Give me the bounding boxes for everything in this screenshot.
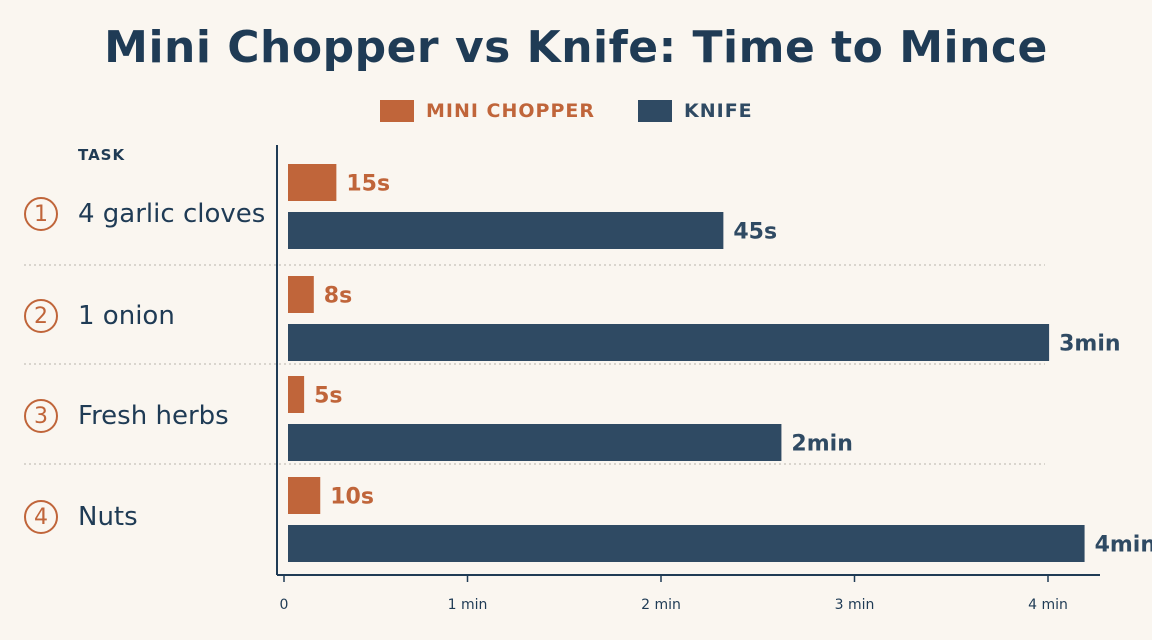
bar-mini-chopper [288,276,314,313]
data-label: 45s [733,220,777,245]
task-label: Nuts [78,502,138,532]
data-label: 5s [314,384,342,409]
task-number-badge: 2 [24,299,58,333]
chart-title: Mini Chopper vs Knife: Time to Mince [104,22,1048,73]
task-row-2: 2 1 onion [24,286,175,346]
axes: 0 1 min 2 min 3 min 4 min [276,145,1100,613]
legend: MINI CHOPPER KNIFE [0,100,1152,130]
task-row-4: 4 Nuts [24,487,138,547]
data-label: 3min [1059,332,1120,357]
x-tick-label: 0 [280,597,289,613]
task-number-badge: 1 [24,197,58,231]
data-label: 15s [346,172,390,197]
task-label: Fresh herbs [78,401,229,431]
data-label: 4min [1095,533,1152,558]
task-label: 1 onion [78,301,175,331]
legend-label-knife: KNIFE [684,100,753,122]
bar-mini-chopper [288,376,305,413]
bar-knife [288,525,1085,562]
task-row-1: 1 4 garlic cloves [24,184,265,244]
task-number-badge: 4 [24,500,58,534]
task-row-3: 3 Fresh herbs [24,386,229,446]
legend-item-mini-chopper: MINI CHOPPER [380,100,595,122]
bar-layer: 15s 45s 8s 3min 5s 2min 10s 4min [288,164,1152,562]
bar-mini-chopper [288,164,337,201]
x-tick-label: 4 min [1028,597,1068,613]
legend-item-knife: KNIFE [638,100,753,122]
x-tick-label: 3 min [835,597,875,613]
task-label: 4 garlic cloves [78,199,266,229]
legend-label-mini-chopper: MINI CHOPPER [426,100,596,122]
bar-mini-chopper [288,477,321,514]
data-label: 2min [791,432,852,457]
bar-knife [288,424,782,461]
task-number-badge: 3 [24,399,58,433]
data-label: 10s [330,485,374,510]
data-label: 8s [324,284,352,309]
legend-swatch-mini-chopper [380,100,414,122]
x-tick-label: 1 min [448,597,488,613]
bar-knife [288,324,1050,361]
bar-knife [288,212,724,249]
row-separators [24,264,1045,465]
x-tick-label: 2 min [641,597,681,613]
legend-swatch-knife [638,100,672,122]
task-column-header: TASK [78,146,126,164]
